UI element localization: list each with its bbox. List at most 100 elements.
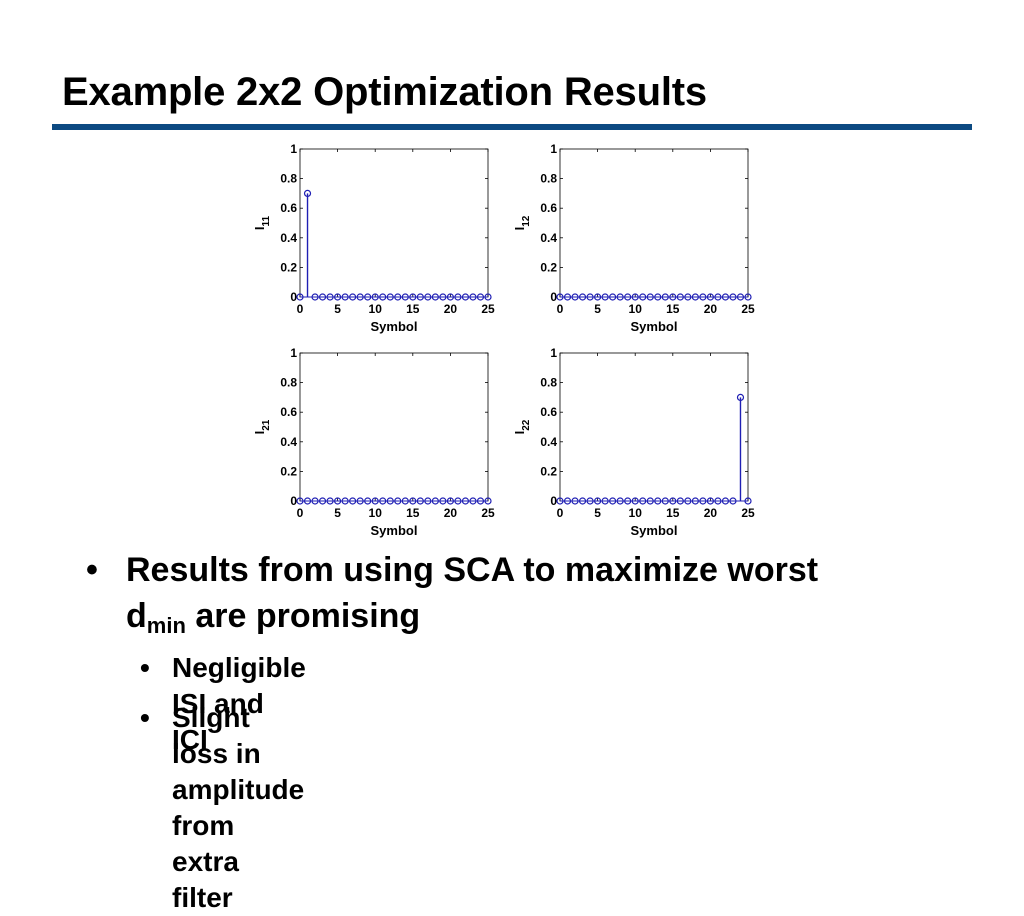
stem-marker [401,293,409,301]
x-tick-label: 10 [369,506,383,520]
bullet-dot: • [86,551,98,589]
y-tick-label: 1 [550,142,557,156]
stem-marker [469,293,477,301]
stem-marker [364,293,372,301]
stem-marker [409,497,417,505]
stem-marker [586,293,594,301]
bullet-main-d: d [126,597,147,635]
stem-marker [729,293,737,301]
y-tick-label: 0 [290,290,297,304]
x-tick-label: 25 [481,506,495,520]
stem-marker [624,497,632,505]
stem-marker [639,497,647,505]
y-axis-label: I21 [252,419,272,434]
y-tick-label: 1 [550,346,557,360]
stem-marker [631,293,639,301]
stem-marker [476,497,485,505]
x-axis-label: Symbol [371,523,418,538]
stem-marker [424,293,432,301]
stem-marker [386,293,394,301]
y-tick-label: 0.8 [280,376,297,390]
x-tick-label: 10 [629,506,643,520]
y-tick-label: 0.4 [280,231,297,245]
stem-marker [714,293,722,301]
stem-marker [578,293,587,301]
stem-marker [356,497,364,505]
y-tick-label: 0.2 [280,260,297,274]
stem-marker [341,497,349,505]
y-tick-label: 0 [550,290,557,304]
stem-charts: 00.20.40.60.810 5 10 15 20 25SymbolI1100.20.4… [252,142,755,538]
stem-marker [356,293,364,301]
stem-marker [654,293,662,301]
x-tick-label: 5 [334,302,341,316]
stem-marker [379,497,387,505]
x-tick-label: 25 [741,302,755,316]
stem-marker [699,497,707,505]
stem-marker [586,497,594,505]
stem-marker [446,293,454,301]
x-tick-label: 0 [297,506,304,520]
y-tick-label: 0.8 [540,376,557,390]
x-tick-label: 15 [666,302,680,316]
stem-marker [416,497,424,505]
sub-bullet-isi: Negligible ISI and ICI [172,652,306,755]
stem-marker [744,293,752,301]
stem-marker [454,293,462,301]
bullet-main: Results from using SCA to maximize worst… [126,547,966,639]
stem-marker [669,293,677,301]
stem-marker [721,293,730,301]
stem-marker [661,497,669,505]
stem-marker [334,293,342,301]
stem-marker [303,189,312,197]
x-axis-label: Symbol [631,523,678,538]
stem-marker [318,293,327,301]
x-tick-label: 5 [594,302,601,316]
x-tick-label: 0 [297,302,304,316]
x-axis-label: Symbol [631,319,678,334]
stem-marker [676,497,684,505]
stem-marker [484,293,492,301]
stem-marker [593,497,602,505]
y-axis-label: I22 [512,419,532,434]
stem-marker [371,293,379,301]
stem-marker [379,293,387,301]
stem-marker [729,497,737,505]
stem-marker [461,293,470,301]
stem-marker [624,293,632,301]
stem-marker [394,497,402,505]
x-tick-label: 25 [481,302,495,316]
plot-frame [559,148,749,298]
bullet-main-subscript: min [146,613,186,638]
stem-marker [341,293,349,301]
stem-marker [578,497,587,505]
bullet-main-text: Results from using SCA to maximize worst [126,551,819,589]
stem-marker [401,497,409,505]
stem-marker [616,293,624,301]
stem-marker [326,293,334,301]
stem-marker [563,497,572,505]
stem-marker [556,497,564,505]
bullet-main-tail: are promising [185,597,421,635]
y-tick-label: 0 [290,494,297,508]
x-tick-label: 15 [406,506,420,520]
stem-marker [721,497,730,505]
y-tick-label: 0.4 [540,435,557,449]
x-tick-label: 0 [557,302,564,316]
stem-marker [326,497,334,505]
x-tick-label: 15 [666,506,680,520]
stem-marker [424,497,432,505]
stem-marker [669,497,677,505]
stem-marker [476,293,485,301]
stem-marker [661,293,669,301]
stem-marker [454,497,462,505]
stem-marker [334,497,342,505]
y-tick-label: 0.2 [540,260,557,274]
stem-marker [593,293,602,301]
stem-marker [646,497,654,505]
x-tick-label: 20 [444,506,458,520]
stem-marker [318,497,327,505]
